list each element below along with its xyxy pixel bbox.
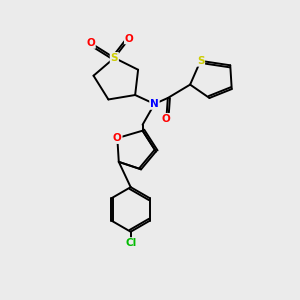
Text: O: O: [125, 34, 134, 44]
Text: O: O: [86, 38, 95, 48]
Text: N: N: [150, 99, 159, 109]
Text: S: S: [197, 56, 204, 66]
Text: O: O: [113, 133, 122, 143]
Text: S: S: [111, 53, 118, 63]
Text: Cl: Cl: [125, 238, 136, 248]
Text: O: O: [162, 114, 171, 124]
